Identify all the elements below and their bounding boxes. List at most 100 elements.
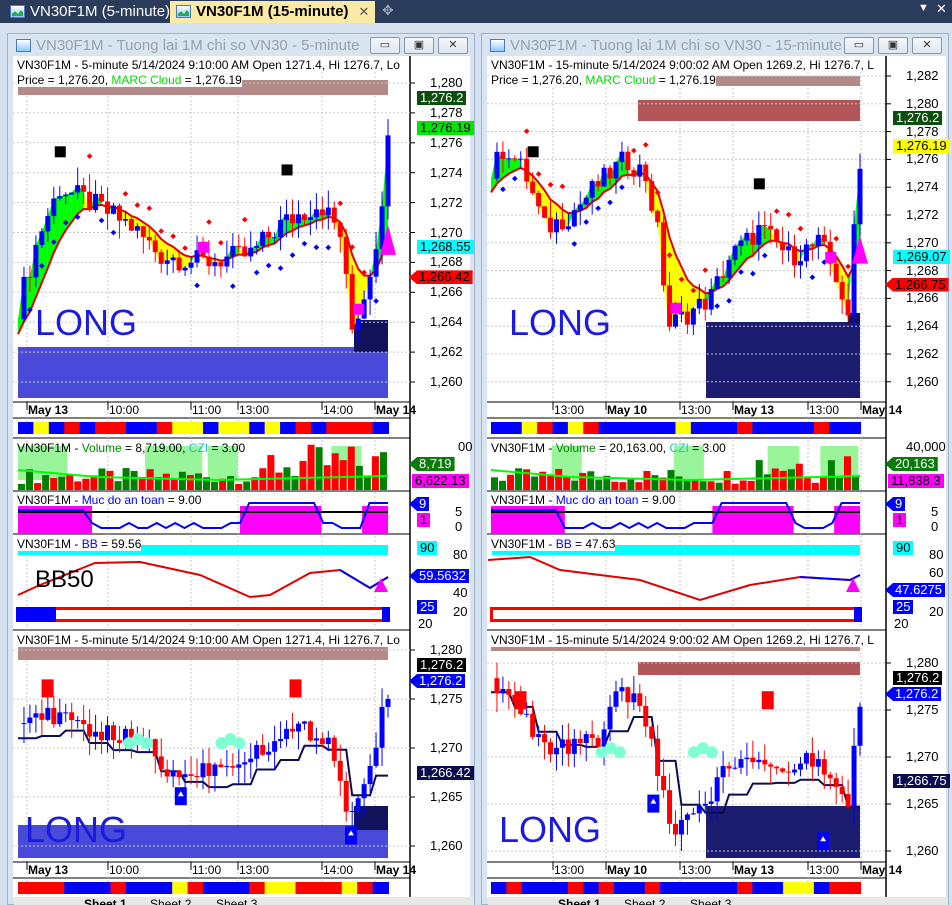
- ribbon-segment: [537, 882, 554, 894]
- sar-dot: [158, 228, 165, 234]
- long-signal-label: LONG: [499, 809, 602, 850]
- sar-dot: [690, 287, 697, 294]
- plus-icon[interactable]: ✥: [382, 2, 394, 18]
- volume-bar: [203, 477, 210, 490]
- price-tick-label: 1,264: [906, 318, 939, 334]
- sheet-tab[interactable]: Sheet 1: [84, 897, 127, 905]
- sheet-tab[interactable]: Sheet 3: [690, 897, 732, 905]
- close-button[interactable]: ✕: [438, 37, 468, 54]
- time-label: 11:00: [192, 403, 222, 417]
- volume-bar: [755, 460, 763, 490]
- candle-body: [99, 731, 105, 741]
- volume-bar: [811, 482, 819, 490]
- safety-legend-part: Muc do an toan: [81, 493, 165, 507]
- candle-body: [206, 763, 212, 776]
- chart-background: [13, 56, 470, 898]
- price-tick-label: 1,280: [906, 655, 939, 670]
- candle-body: [548, 742, 554, 755]
- chart-icon: [16, 39, 31, 52]
- candle-body: [266, 231, 272, 238]
- time-label: 13:00: [239, 863, 270, 877]
- volume-bar: [146, 469, 154, 490]
- dropdown-icon[interactable]: ▼: [918, 2, 929, 14]
- ribbon-segment: [598, 422, 615, 434]
- price-tag: 1,276.19: [893, 138, 950, 153]
- candle-body: [756, 759, 762, 763]
- window-title: VN30F1M - Tuong lai 1M chi so VN30 - 15-…: [510, 37, 842, 54]
- tab-15-minute[interactable]: VN30F1M (15-minute) ✕: [170, 1, 376, 23]
- price-tick-label: 1,272: [906, 207, 939, 222]
- price-tick-label: 1,265: [430, 789, 463, 804]
- price-tick-label: 1,260: [906, 373, 939, 389]
- volume-bar: [555, 469, 563, 490]
- maximize-button[interactable]: ▣: [878, 37, 908, 54]
- volume-bar: [547, 474, 555, 490]
- candle-body: [607, 167, 613, 179]
- candle-body: [637, 164, 643, 177]
- ribbon-segment: [614, 422, 631, 434]
- candle-body: [720, 276, 726, 278]
- sheet-tab[interactable]: Sheet 2: [624, 897, 666, 905]
- price-tick-label: 1,282: [906, 68, 939, 83]
- candle-body: [290, 214, 296, 224]
- cloud-bubble: [233, 737, 246, 750]
- long-signal-label: LONG: [25, 809, 128, 850]
- price-tick-label: 1,260: [430, 838, 463, 853]
- maximize-button[interactable]: ▣: [404, 37, 434, 54]
- document-tab-bar: VN30F1M (5-minute) VN30F1M (15-minute) ✕ …: [0, 0, 952, 23]
- volume-bar: [315, 447, 323, 490]
- sheet-tab[interactable]: Sheet 2: [150, 897, 192, 905]
- candle-body: [673, 823, 678, 835]
- safety-tag: 1: [893, 513, 907, 527]
- volume-bar: [34, 483, 42, 490]
- marc-cloud: [167, 243, 174, 261]
- close-button[interactable]: ✕: [912, 37, 942, 54]
- candle-body: [536, 734, 542, 737]
- time-label: 10:00: [109, 863, 140, 877]
- ribbon-segment: [295, 422, 312, 434]
- ribbon-segment: [552, 422, 569, 434]
- volume-bar: [763, 474, 771, 490]
- bb-tick: 20: [894, 616, 909, 631]
- candle-body: [750, 232, 756, 245]
- bb-legend-part: = 47.63: [571, 537, 616, 551]
- ribbon-segment: [95, 422, 112, 434]
- candle-body: [367, 765, 373, 785]
- volume-bar: [235, 483, 243, 490]
- tab-5-minute[interactable]: VN30F1M (5-minute): [4, 1, 176, 23]
- volume-bar: [90, 475, 98, 490]
- sheet-tab[interactable]: Sheet 1: [558, 897, 601, 905]
- candle-body: [63, 194, 69, 197]
- candle-body: [738, 240, 744, 246]
- candle-body: [39, 231, 45, 246]
- candle-body: [254, 245, 260, 248]
- candle-body: [809, 753, 815, 767]
- ribbon-segment: [233, 422, 251, 434]
- sar-dot: [666, 252, 673, 258]
- safety-zone: [712, 506, 794, 534]
- bb-tag: 59.5632: [409, 569, 469, 583]
- minimize-button[interactable]: ▭: [370, 37, 400, 54]
- ribbon-segment: [752, 882, 769, 894]
- candle-body: [637, 693, 643, 706]
- close-icon[interactable]: ✕: [358, 4, 370, 19]
- sar-dot: [361, 269, 367, 276]
- candle-body: [170, 770, 176, 777]
- sheet-tab[interactable]: Sheet 3: [216, 897, 258, 905]
- sar-dot: [27, 307, 33, 313]
- candle-body: [667, 790, 673, 824]
- sar-dot: [607, 199, 613, 206]
- minimize-button[interactable]: ▭: [844, 37, 874, 54]
- volume-bar: [659, 477, 667, 490]
- close-icon[interactable]: ✕: [936, 1, 947, 16]
- sar-dot: [809, 274, 816, 281]
- candle-body: [116, 205, 122, 221]
- time-label: May 13: [734, 863, 775, 877]
- sar-dot: [571, 241, 578, 247]
- bb-tick: 80: [453, 547, 468, 562]
- volume-bar: [643, 471, 651, 490]
- ribbon-segment: [552, 882, 569, 894]
- buy-triangle-icon: [846, 578, 860, 592]
- ribbon-segment: [357, 422, 374, 434]
